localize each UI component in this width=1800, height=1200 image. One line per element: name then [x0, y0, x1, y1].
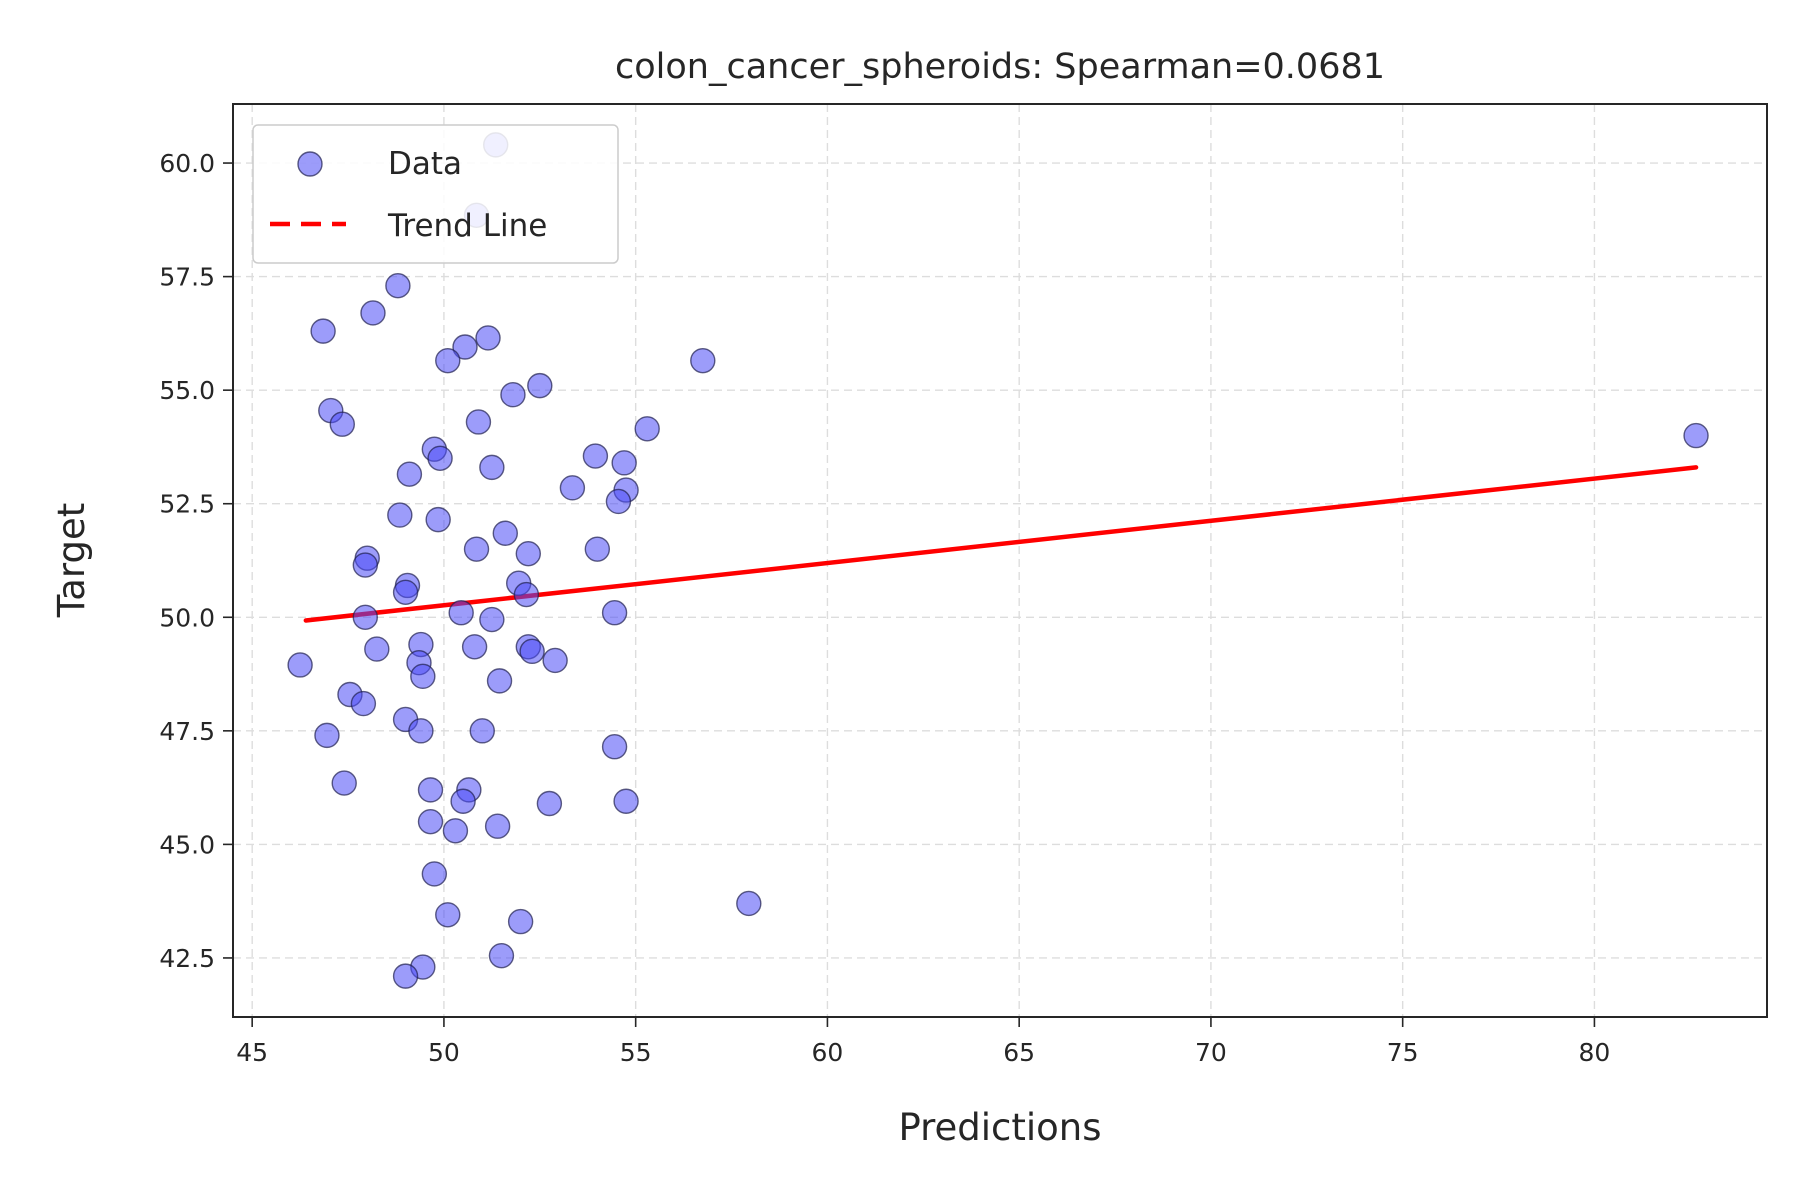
plot-frame — [232, 103, 1768, 1018]
data-point — [469, 718, 495, 744]
x-tick-label: 65 — [1003, 1038, 1035, 1067]
data-point — [435, 902, 461, 928]
data-point — [736, 890, 762, 917]
data-point — [360, 300, 386, 326]
x-tick-label: 55 — [620, 1038, 652, 1067]
x-tick-label: 80 — [1579, 1038, 1611, 1067]
y-tick-label: 42.5 — [159, 944, 215, 973]
data-point — [408, 718, 434, 744]
data-point — [435, 347, 461, 374]
data-point — [1683, 422, 1709, 449]
data-point — [634, 416, 660, 442]
grid — [233, 104, 1767, 1017]
y-tick-label: 55.0 — [159, 376, 215, 405]
data-point — [450, 788, 476, 814]
x-tick-label: 75 — [1387, 1038, 1419, 1067]
data-point — [387, 502, 413, 528]
y-tick-label: 50.0 — [159, 603, 215, 632]
data-point — [613, 788, 639, 814]
data-point — [475, 325, 501, 351]
data-point — [329, 411, 355, 437]
x-tick-label: 60 — [812, 1038, 844, 1067]
x-tick-label: 50 — [428, 1038, 460, 1067]
legend: Data Trend Line — [252, 124, 619, 264]
data-point — [287, 652, 313, 678]
data-point — [352, 552, 379, 578]
data-point — [396, 461, 423, 487]
data-point — [479, 606, 505, 633]
data-point — [515, 540, 541, 567]
y-tick-label: 60.0 — [159, 149, 215, 178]
legend-trend-label: Trend Line — [387, 208, 547, 244]
data-point — [500, 382, 526, 408]
data-point — [601, 600, 628, 626]
data-point — [364, 636, 390, 662]
data-point — [421, 861, 448, 887]
x-tick-label: 70 — [1195, 1038, 1227, 1067]
data-point — [392, 963, 419, 989]
data-point — [559, 475, 586, 501]
data-point — [527, 372, 553, 399]
data-point — [484, 813, 511, 839]
data-points — [287, 132, 1709, 989]
y-axis-label: Target — [50, 503, 93, 618]
data-point — [507, 908, 534, 935]
data-point — [611, 450, 637, 476]
data-point — [314, 722, 340, 749]
axis-ticks: 45 50 55 60 65 70 75 80 42.5 45.0 47.5 50.0 52.5 55.0… — [159, 149, 1610, 1067]
data-point — [425, 506, 451, 533]
legend-data-label: Data — [388, 146, 462, 182]
y-tick-label: 47.5 — [159, 717, 215, 746]
data-point — [479, 454, 505, 481]
y-tick-label: 45.0 — [159, 830, 215, 859]
data-point — [536, 790, 563, 817]
y-tick-label: 57.5 — [159, 263, 215, 292]
data-point — [385, 272, 411, 299]
data-point — [582, 443, 609, 469]
legend-data-marker — [297, 151, 323, 177]
data-point — [448, 600, 474, 626]
legend-box — [252, 124, 619, 264]
data-point — [584, 536, 611, 562]
data-point — [392, 579, 419, 605]
data-point — [452, 334, 478, 360]
data-point — [331, 770, 357, 796]
data-point — [410, 663, 436, 690]
chart-title: colon_cancer_spheroids: Spearman=0.0681 — [615, 47, 1385, 87]
data-point — [519, 638, 545, 665]
x-tick-label: 45 — [236, 1038, 268, 1067]
data-point — [350, 690, 377, 717]
y-tick-label: 52.5 — [159, 490, 215, 519]
data-point — [605, 488, 632, 515]
data-point — [690, 347, 716, 374]
data-point — [417, 777, 444, 803]
data-point — [352, 604, 379, 630]
data-point — [492, 520, 518, 546]
data-point — [542, 647, 568, 674]
data-point — [488, 942, 515, 969]
data-point — [486, 668, 513, 694]
data-point — [310, 318, 336, 344]
data-point — [427, 445, 453, 471]
x-axis-label: Predictions — [898, 1106, 1101, 1149]
data-point — [463, 536, 490, 562]
data-point — [442, 818, 469, 844]
data-point — [417, 808, 444, 835]
data-point — [601, 734, 628, 760]
data-point — [513, 581, 540, 608]
data-point — [461, 634, 488, 660]
data-point — [465, 409, 492, 435]
